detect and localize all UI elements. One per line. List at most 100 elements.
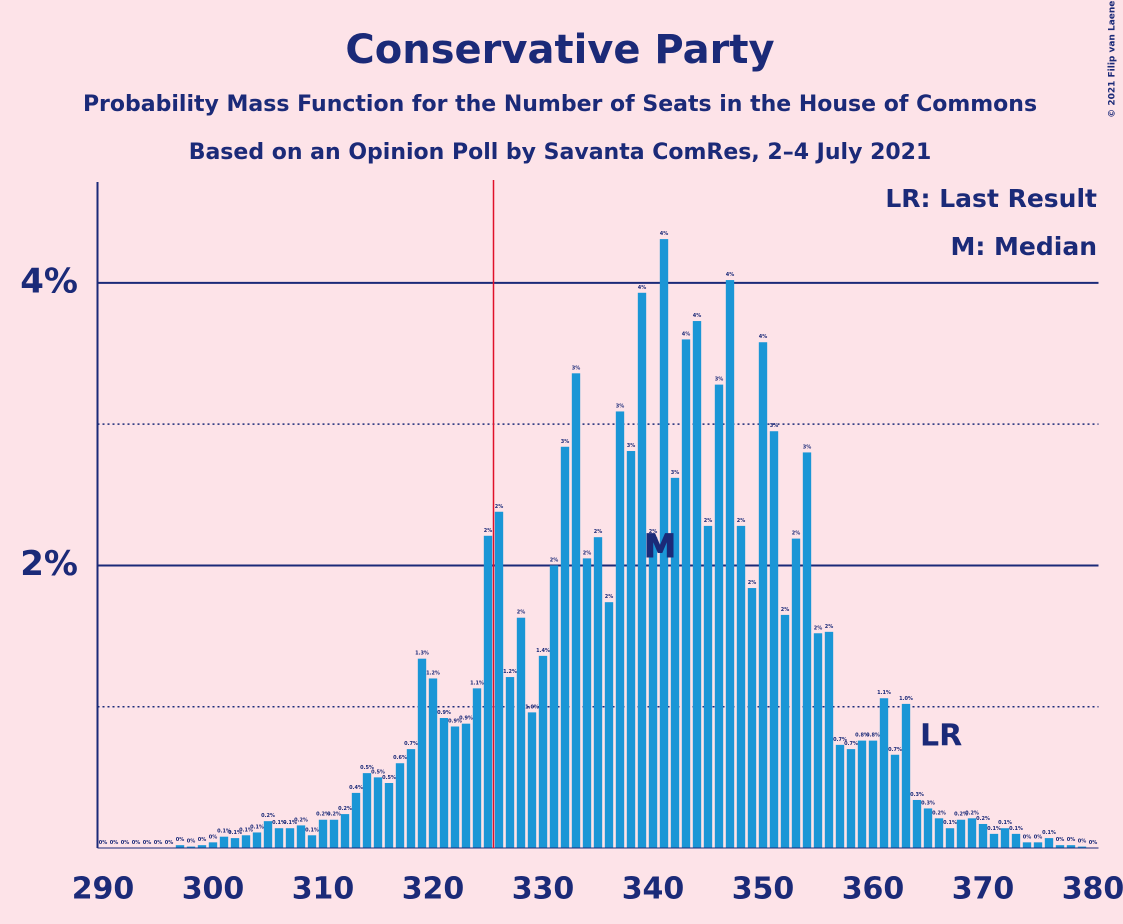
bar bbox=[219, 836, 229, 848]
bar bbox=[648, 537, 658, 848]
x-tick-label: 320 bbox=[402, 872, 465, 907]
bar bbox=[560, 446, 570, 848]
value-label: 1.2% bbox=[503, 669, 517, 675]
value-label: 0.9% bbox=[437, 710, 451, 716]
bar bbox=[967, 818, 977, 848]
value-label: 0.3% bbox=[921, 800, 935, 806]
bar bbox=[483, 535, 493, 848]
value-label: 1.4% bbox=[536, 648, 550, 654]
value-label: 0% bbox=[176, 837, 185, 843]
bar bbox=[329, 819, 339, 848]
bar bbox=[824, 631, 834, 848]
x-tick-label: 370 bbox=[952, 872, 1015, 907]
bar bbox=[307, 835, 317, 848]
value-label: 1.0% bbox=[899, 696, 913, 702]
value-label: 0.9% bbox=[459, 716, 473, 722]
value-label: 4% bbox=[759, 334, 768, 340]
value-label: 0.7% bbox=[888, 747, 902, 753]
value-label: 0% bbox=[1089, 840, 1098, 846]
bar bbox=[703, 525, 713, 848]
bar bbox=[890, 754, 900, 848]
value-label: 0.4% bbox=[349, 785, 363, 791]
value-label: 0.7% bbox=[833, 737, 847, 743]
bar bbox=[1055, 845, 1065, 848]
bar bbox=[813, 633, 823, 848]
y-tick-label: 2% bbox=[20, 544, 78, 584]
bar bbox=[681, 339, 691, 848]
bar bbox=[340, 814, 350, 848]
bar bbox=[714, 384, 724, 848]
bar bbox=[637, 292, 647, 849]
value-label: 3% bbox=[671, 470, 680, 476]
chart-subtitle: Probability Mass Function for the Number… bbox=[83, 92, 1037, 117]
bar bbox=[373, 777, 383, 848]
value-label: 0% bbox=[187, 839, 196, 845]
value-label: 0% bbox=[132, 840, 141, 846]
bar bbox=[582, 558, 592, 848]
bar bbox=[615, 411, 625, 848]
bar bbox=[692, 321, 702, 848]
value-label: 2% bbox=[550, 557, 559, 563]
legend-entry: M: Median bbox=[950, 232, 1097, 261]
bar bbox=[241, 835, 251, 848]
value-label: 0.1% bbox=[272, 820, 286, 826]
value-label: 3% bbox=[627, 443, 636, 449]
bar bbox=[252, 832, 262, 848]
value-label: 0.1% bbox=[239, 827, 253, 833]
value-label: 4% bbox=[638, 285, 647, 291]
bar bbox=[879, 698, 889, 848]
value-label: 0.1% bbox=[228, 830, 242, 836]
value-label: 0% bbox=[110, 840, 119, 846]
bar bbox=[318, 819, 328, 848]
value-label: 0.2% bbox=[261, 813, 275, 819]
value-label: 2% bbox=[814, 625, 823, 631]
bar bbox=[1066, 845, 1076, 848]
value-label: 2% bbox=[649, 529, 658, 535]
legend-entry: LR: Last Result bbox=[885, 184, 1097, 213]
bar bbox=[835, 744, 845, 848]
value-label: 0.2% bbox=[954, 812, 968, 818]
value-label: 0.2% bbox=[338, 806, 352, 812]
bar bbox=[593, 537, 603, 848]
bar bbox=[230, 838, 240, 848]
bar bbox=[868, 740, 878, 848]
bar bbox=[758, 342, 768, 848]
value-label: 0.1% bbox=[943, 820, 957, 826]
bar bbox=[912, 799, 922, 848]
value-label: 0.1% bbox=[217, 829, 231, 835]
value-label: 0% bbox=[1078, 839, 1087, 845]
bar bbox=[659, 239, 669, 848]
x-tick-label: 340 bbox=[622, 872, 685, 907]
value-label: 2% bbox=[495, 504, 504, 510]
bar bbox=[384, 783, 394, 848]
value-label: 0.9% bbox=[448, 719, 462, 725]
value-label: 3% bbox=[770, 423, 779, 429]
bar bbox=[934, 818, 944, 848]
value-label: 0% bbox=[154, 840, 163, 846]
bar bbox=[747, 588, 757, 848]
value-label: 0.2% bbox=[932, 810, 946, 816]
bar bbox=[725, 280, 735, 848]
value-label: 0% bbox=[1067, 837, 1076, 843]
bar bbox=[846, 749, 856, 848]
value-label: 1.0% bbox=[525, 704, 539, 710]
bar bbox=[1077, 846, 1087, 848]
value-label: 0.6% bbox=[393, 755, 407, 761]
bar bbox=[978, 823, 988, 848]
bar bbox=[505, 677, 515, 848]
value-label: 0.1% bbox=[283, 820, 297, 826]
value-label: 0.2% bbox=[316, 812, 330, 818]
bar bbox=[923, 808, 933, 848]
chart-subtitle: Based on an Opinion Poll by Savanta ComR… bbox=[189, 140, 932, 165]
value-label: 0% bbox=[121, 840, 130, 846]
bar bbox=[1000, 828, 1010, 848]
x-tick-label: 300 bbox=[182, 872, 245, 907]
value-label: 0.5% bbox=[371, 769, 385, 775]
value-label: 0.2% bbox=[294, 817, 308, 823]
value-label: 0.1% bbox=[1042, 830, 1056, 836]
median-marker: M bbox=[644, 527, 676, 565]
x-tick-label: 350 bbox=[732, 872, 795, 907]
x-tick-label: 360 bbox=[842, 872, 905, 907]
value-label: 3% bbox=[561, 439, 570, 445]
